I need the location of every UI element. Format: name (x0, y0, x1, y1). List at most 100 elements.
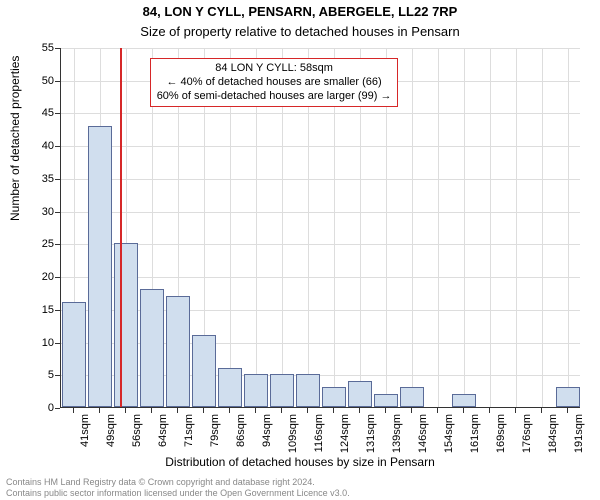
x-tick-mark (515, 408, 516, 413)
x-tick-mark (411, 408, 412, 413)
y-tick-mark (55, 277, 60, 278)
gridline-v (412, 48, 413, 407)
x-tick-mark (177, 408, 178, 413)
gridline-h (61, 179, 580, 180)
histogram-bar (244, 374, 269, 407)
x-tick-mark (229, 408, 230, 413)
x-tick-mark (541, 408, 542, 413)
x-tick-label: 176sqm (521, 414, 533, 453)
x-tick-mark (359, 408, 360, 413)
histogram-bar (62, 302, 87, 407)
histogram-bar (374, 394, 399, 407)
y-tick-label: 40 (42, 140, 54, 152)
x-tick-mark (489, 408, 490, 413)
x-tick-label: 64sqm (157, 414, 169, 447)
x-tick-label: 154sqm (443, 414, 455, 453)
footnote-line2: Contains public sector information licen… (6, 488, 350, 499)
y-tick-label: 20 (42, 271, 54, 283)
y-tick-mark (55, 375, 60, 376)
x-tick-label: 169sqm (495, 414, 507, 453)
x-tick-label: 191sqm (573, 414, 585, 453)
y-tick-label: 50 (42, 75, 54, 87)
y-tick-mark (55, 81, 60, 82)
x-tick-mark (567, 408, 568, 413)
histogram-bar (296, 374, 321, 407)
y-tick-label: 55 (42, 42, 54, 54)
x-tick-mark (99, 408, 100, 413)
x-tick-label: 71sqm (183, 414, 195, 447)
x-tick-label: 161sqm (469, 414, 481, 453)
x-tick-label: 41sqm (79, 414, 91, 447)
y-tick-label: 15 (42, 304, 54, 316)
histogram-bar (88, 126, 113, 407)
x-tick-mark (307, 408, 308, 413)
x-tick-label: 49sqm (105, 414, 117, 447)
chart-plot-area: 84 LON Y CYLL: 58sqm← 40% of detached ho… (60, 48, 580, 408)
x-tick-label: 86sqm (235, 414, 247, 447)
y-axis-label: Number of detached properties (8, 56, 22, 221)
histogram-bar (114, 243, 139, 407)
x-tick-mark (437, 408, 438, 413)
x-tick-label: 131sqm (365, 414, 377, 453)
x-tick-label: 56sqm (131, 414, 143, 447)
histogram-bar (270, 374, 295, 407)
x-tick-label: 79sqm (209, 414, 221, 447)
y-tick-mark (55, 179, 60, 180)
x-tick-label: 184sqm (547, 414, 559, 453)
y-tick-mark (55, 343, 60, 344)
x-tick-label: 116sqm (313, 414, 325, 452)
y-tick-mark (55, 48, 60, 49)
annotation-line: ← 40% of detached houses are smaller (66… (157, 76, 392, 90)
x-tick-mark (73, 408, 74, 413)
footnote: Contains HM Land Registry data © Crown c… (6, 477, 350, 499)
x-tick-mark (151, 408, 152, 413)
gridline-h (61, 212, 580, 213)
x-tick-mark (203, 408, 204, 413)
gridline-h (61, 113, 580, 114)
histogram-bar (348, 381, 373, 407)
x-tick-mark (385, 408, 386, 413)
histogram-bar (452, 394, 477, 407)
annotation-line: 60% of semi-detached houses are larger (… (157, 90, 392, 104)
histogram-bar (218, 368, 243, 407)
y-tick-mark (55, 212, 60, 213)
histogram-bar (192, 335, 217, 407)
annotation-line: 84 LON Y CYLL: 58sqm (157, 62, 392, 76)
gridline-v (464, 48, 465, 407)
annotation-box: 84 LON Y CYLL: 58sqm← 40% of detached ho… (150, 58, 399, 107)
histogram-bar (140, 289, 165, 407)
y-tick-label: 0 (48, 402, 54, 414)
histogram-bar (556, 387, 581, 407)
gridline-v (490, 48, 491, 407)
y-tick-label: 25 (42, 238, 54, 250)
y-tick-label: 5 (48, 369, 54, 381)
x-tick-mark (281, 408, 282, 413)
chart-title-main: 84, LON Y CYLL, PENSARN, ABERGELE, LL22 … (0, 4, 600, 19)
x-tick-label: 94sqm (261, 414, 273, 447)
gridline-h (61, 146, 580, 147)
x-tick-label: 139sqm (391, 414, 403, 453)
x-tick-mark (333, 408, 334, 413)
y-tick-mark (55, 310, 60, 311)
gridline-v (438, 48, 439, 407)
y-tick-label: 45 (42, 107, 54, 119)
gridline-h (61, 244, 580, 245)
x-tick-label: 124sqm (339, 414, 351, 453)
gridline-v (542, 48, 543, 407)
gridline-v (516, 48, 517, 407)
x-tick-mark (463, 408, 464, 413)
y-tick-mark (55, 146, 60, 147)
y-tick-label: 30 (42, 206, 54, 218)
histogram-bar (166, 296, 191, 407)
gridline-h (61, 48, 580, 49)
gridline-h (61, 277, 580, 278)
gridline-v (568, 48, 569, 407)
y-tick-mark (55, 244, 60, 245)
chart-title-sub: Size of property relative to detached ho… (0, 24, 600, 39)
x-axis-label: Distribution of detached houses by size … (0, 455, 600, 469)
x-tick-mark (125, 408, 126, 413)
reference-line (120, 48, 122, 407)
x-tick-label: 146sqm (417, 414, 429, 453)
y-tick-mark (55, 113, 60, 114)
footnote-line1: Contains HM Land Registry data © Crown c… (6, 477, 350, 488)
